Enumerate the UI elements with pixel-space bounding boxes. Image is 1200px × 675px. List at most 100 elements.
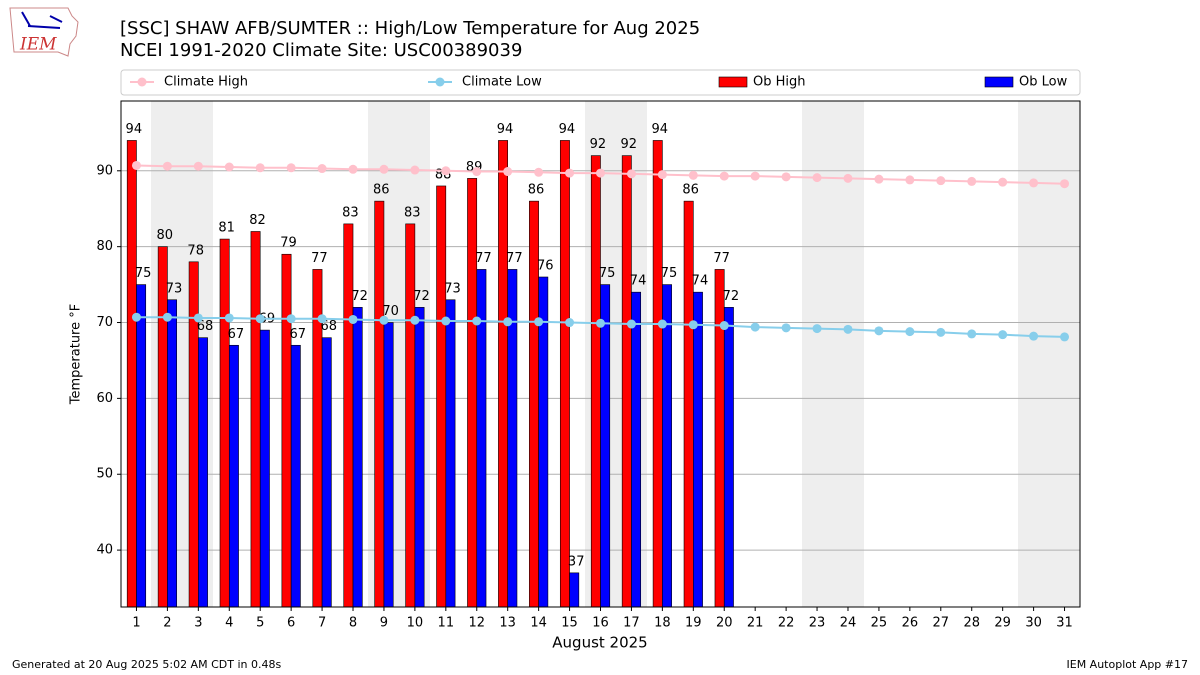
- x-tick-label: 17: [623, 616, 640, 631]
- marker: [317, 164, 327, 174]
- bar: [198, 337, 208, 608]
- weekend-shading: [151, 101, 1080, 607]
- data-label: 79: [280, 236, 297, 251]
- data-label: 72: [723, 289, 740, 304]
- bar: [157, 246, 168, 608]
- bar: [538, 276, 549, 608]
- legend-label: Climate High: [164, 75, 248, 90]
- x-tick-label: 18: [654, 616, 671, 631]
- data-label: 94: [651, 122, 668, 137]
- data-label: 68: [197, 319, 214, 334]
- bar: [321, 337, 332, 608]
- x-tick-label: 12: [468, 616, 485, 631]
- x-tick-label: 9: [380, 616, 388, 631]
- x-tick-label: 30: [1025, 616, 1042, 631]
- x-tick-label: 4: [225, 616, 233, 631]
- x-tick-label: 31: [1056, 616, 1073, 631]
- marker: [719, 171, 729, 181]
- data-label: 70: [382, 304, 399, 319]
- marker: [565, 168, 575, 178]
- x-tick-label: 22: [778, 616, 795, 631]
- marker: [255, 314, 265, 324]
- y-tick-label: 50: [96, 467, 113, 482]
- x-tick-label: 5: [256, 616, 264, 631]
- data-label: 75: [135, 266, 152, 281]
- data-label: 82: [249, 213, 266, 228]
- marker: [1060, 179, 1070, 189]
- marker: [967, 329, 977, 339]
- chart-subtitle: NCEI 1991-2020 Climate Site: USC00389039: [120, 40, 522, 61]
- bar: [498, 140, 508, 608]
- legend-label: Ob Low: [1019, 75, 1068, 90]
- x-tick-label: 16: [592, 616, 609, 631]
- bar: [290, 344, 301, 608]
- marker: [998, 330, 1008, 340]
- legend-label: Climate Low: [462, 75, 542, 90]
- data-label: 80: [156, 228, 173, 243]
- marker: [317, 314, 327, 324]
- marker: [193, 313, 203, 323]
- x-tick-label: 27: [933, 616, 950, 631]
- marker: [905, 327, 915, 337]
- marker: [657, 319, 667, 329]
- legend-marker: [137, 77, 147, 87]
- x-tick-label: 19: [685, 616, 702, 631]
- data-label: 72: [351, 289, 368, 304]
- x-tick-label: 6: [287, 616, 295, 631]
- marker: [255, 163, 265, 173]
- marker: [379, 164, 389, 174]
- footer-left: Generated at 20 Aug 2025 5:02 AM CDT in …: [12, 658, 281, 671]
- marker: [1060, 332, 1070, 342]
- logo: IEM: [9, 7, 79, 57]
- bar: [631, 291, 642, 608]
- y-tick-label: 40: [96, 543, 113, 558]
- bar: [136, 284, 147, 608]
- marker: [688, 170, 698, 180]
- marker: [503, 317, 513, 327]
- marker: [936, 327, 946, 337]
- chart-title: [SSC] SHAW AFB/SUMTER :: High/Low Temper…: [120, 18, 700, 39]
- data-label: 83: [342, 205, 359, 220]
- data-label: 77: [311, 251, 328, 266]
- bar: [590, 155, 601, 608]
- bar: [167, 299, 177, 608]
- y-tick-label: 80: [96, 239, 113, 254]
- data-label: 86: [528, 183, 545, 198]
- bar: [714, 269, 725, 608]
- marker: [626, 319, 636, 329]
- marker: [503, 167, 513, 177]
- data-label: 77: [475, 251, 492, 266]
- marker: [812, 324, 822, 334]
- x-tick-label: 14: [530, 616, 547, 631]
- data-label: 92: [590, 137, 607, 152]
- bar: [250, 231, 261, 608]
- x-tick-label: 25: [871, 616, 888, 631]
- data-label: 94: [126, 122, 143, 137]
- legend-swatch: [984, 76, 1014, 88]
- bar: [683, 200, 694, 608]
- bar: [723, 307, 734, 608]
- marker: [441, 166, 451, 176]
- x-tick-label: 13: [499, 616, 516, 631]
- marker: [565, 318, 575, 328]
- marker: [534, 317, 544, 327]
- data-label: 94: [559, 122, 576, 137]
- bar: [693, 291, 703, 608]
- marker: [998, 177, 1008, 187]
- marker: [441, 316, 451, 326]
- bar: [569, 572, 580, 608]
- marker: [131, 312, 141, 322]
- data-label: 67: [290, 327, 307, 342]
- marker: [224, 313, 234, 323]
- bar: [445, 299, 456, 608]
- bar: [467, 178, 478, 608]
- marker: [379, 315, 389, 325]
- marker: [472, 316, 482, 326]
- bar: [374, 200, 385, 608]
- marker: [936, 176, 946, 186]
- marker: [162, 161, 172, 171]
- bar: [188, 261, 199, 608]
- data-label: 76: [537, 259, 554, 274]
- x-tick-label: 10: [407, 616, 424, 631]
- marker: [286, 163, 296, 173]
